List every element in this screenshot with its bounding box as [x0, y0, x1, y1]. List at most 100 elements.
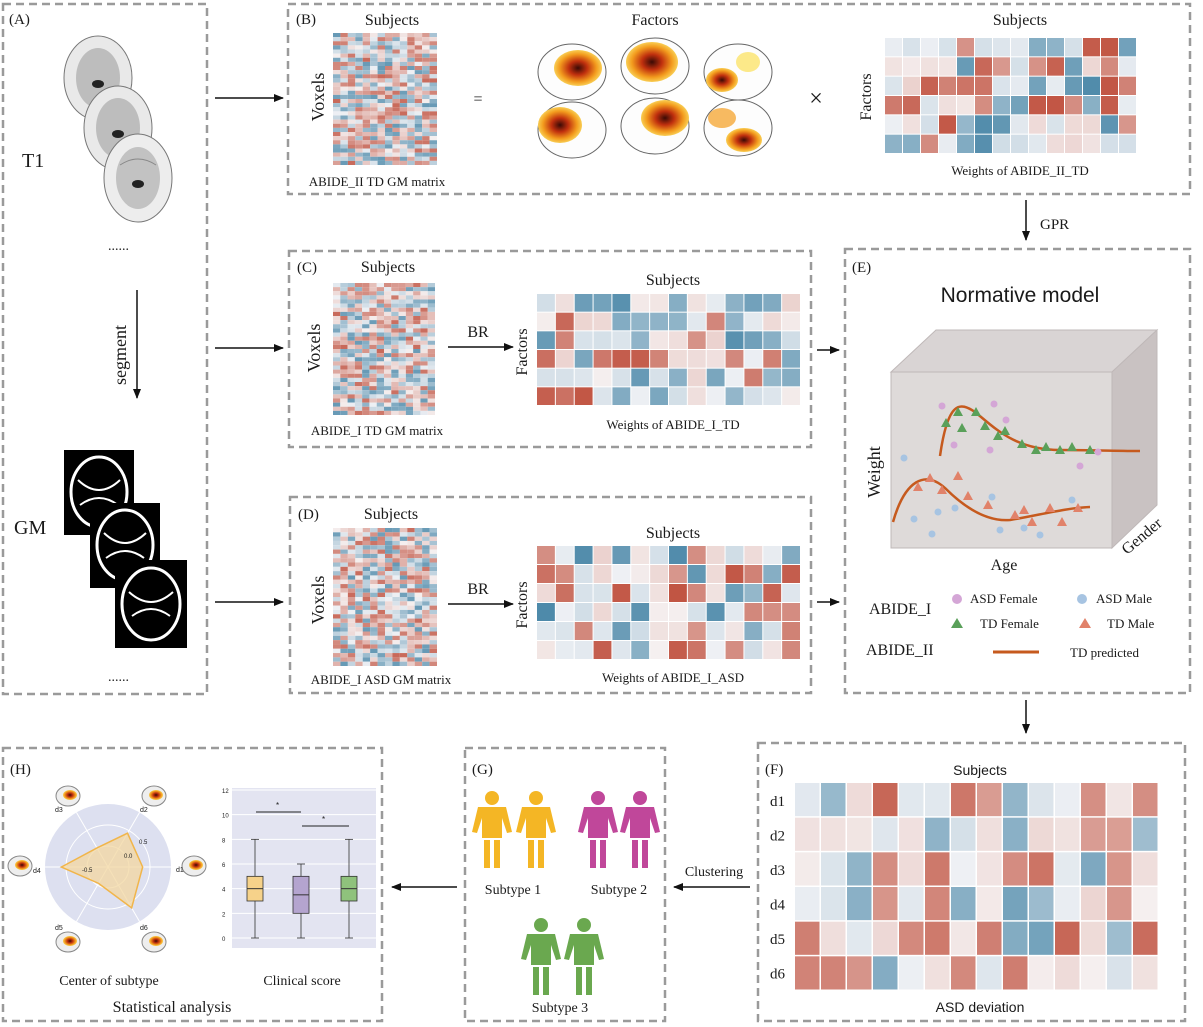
matrix-cell — [340, 156, 348, 161]
matrix-cell — [407, 152, 415, 157]
matrix-cell — [347, 627, 356, 632]
matrix-cell — [347, 78, 356, 83]
matrix-cell — [391, 287, 399, 292]
matrix-cell — [369, 311, 377, 316]
matrix-cell — [414, 532, 423, 537]
matrix-cell — [369, 287, 377, 292]
matrix-cell — [977, 783, 1002, 817]
factor-brain-4 — [537, 101, 607, 159]
matrix-cell — [333, 90, 341, 95]
matrix-cell — [398, 336, 406, 341]
matrix-cell — [333, 575, 341, 580]
matrix-cell — [347, 160, 356, 165]
matrix-cell — [370, 57, 378, 62]
matrix-cell — [340, 406, 348, 411]
matrix-cell — [347, 336, 355, 341]
matrix-cell — [847, 956, 872, 990]
matrix-cell — [420, 316, 428, 321]
matrix-cell — [407, 99, 415, 104]
matrix-cell — [333, 644, 341, 649]
matrix-cell — [414, 566, 423, 572]
matrix-cell — [340, 320, 348, 325]
matrix-cell — [422, 657, 430, 662]
matrix-cell — [427, 299, 435, 304]
matrix-cell — [847, 783, 872, 817]
matrix-cell — [429, 53, 437, 58]
matrix-cell — [370, 45, 378, 50]
matrix-cell — [821, 887, 846, 921]
matrix-cell — [429, 111, 437, 116]
matrix-cell — [399, 562, 408, 567]
matrix-cell — [975, 134, 992, 153]
matrix-cell — [420, 377, 428, 382]
asd-male-point — [988, 493, 996, 501]
matrix-cell — [362, 99, 371, 104]
matrix-cell — [370, 90, 378, 95]
matrix-cell — [429, 532, 437, 537]
matrix-cell — [340, 402, 348, 407]
matrix-cell — [362, 357, 370, 362]
matrix-cell — [333, 549, 341, 554]
matrix-cell — [377, 78, 385, 83]
matrix-cell — [355, 566, 363, 572]
matrix-cell — [333, 53, 341, 58]
matrix-cell — [355, 49, 363, 54]
matrix-cell — [362, 344, 370, 349]
matrix-cell — [370, 82, 378, 87]
matrix-cell — [407, 37, 415, 42]
matrix-cell — [398, 398, 406, 403]
matrix-cell — [377, 49, 385, 54]
matrix-cell — [427, 307, 435, 312]
matrix-cell — [574, 546, 593, 564]
matrix-cell — [355, 66, 363, 71]
matrix-cell — [413, 295, 421, 300]
matrix-cell — [362, 332, 370, 337]
matrix-cell — [763, 603, 782, 621]
matrix-cell — [977, 921, 1002, 955]
matrix-cell — [1029, 38, 1046, 57]
d-subjects-left: Subjects — [364, 506, 418, 523]
matrix-cell — [362, 349, 370, 354]
matrix-cell — [399, 566, 408, 572]
matrix-cell — [407, 49, 415, 54]
matrix-cell — [333, 390, 341, 395]
matrix-cell — [398, 369, 406, 374]
matrix-cell — [370, 103, 378, 108]
matrix-cell — [377, 622, 385, 628]
matrix-cell — [1101, 115, 1118, 134]
matrix-cell — [333, 49, 341, 54]
matrix-cell — [347, 144, 356, 149]
matrix-cell — [385, 49, 393, 54]
matrix-cell — [392, 601, 400, 606]
asd-male-point — [928, 530, 936, 538]
panel-d-tag: (D) — [298, 507, 319, 523]
matrix-cell — [650, 603, 668, 621]
matrix-cell — [340, 648, 348, 654]
matrix-cell — [385, 575, 393, 580]
matrix-cell — [993, 115, 1010, 134]
matrix-cell — [370, 61, 378, 66]
matrix-cell — [407, 601, 415, 606]
matrix-cell — [939, 76, 956, 95]
matrix-cell — [347, 614, 356, 619]
matrix-cell — [1065, 134, 1082, 153]
matrix-cell — [369, 382, 377, 387]
matrix-cell — [347, 592, 356, 597]
matrix-cell — [1065, 96, 1082, 115]
matrix-cell — [347, 349, 355, 354]
matrix-cell — [399, 53, 408, 58]
matrix-cell — [369, 365, 377, 370]
matrix-cell — [405, 291, 414, 296]
matrix-cell — [354, 332, 363, 337]
matrix-cell — [957, 96, 974, 115]
matrix-cell — [407, 78, 415, 83]
matrix-cell — [392, 53, 400, 58]
matrix-cell — [347, 111, 356, 116]
matrix-cell — [427, 328, 435, 333]
asd-male-point — [910, 515, 918, 523]
matrix-cell — [631, 294, 650, 312]
matrix-cell — [414, 592, 423, 597]
matrix-cell — [413, 361, 421, 366]
matrix-cell — [429, 644, 437, 649]
matrix-cell — [407, 82, 415, 87]
